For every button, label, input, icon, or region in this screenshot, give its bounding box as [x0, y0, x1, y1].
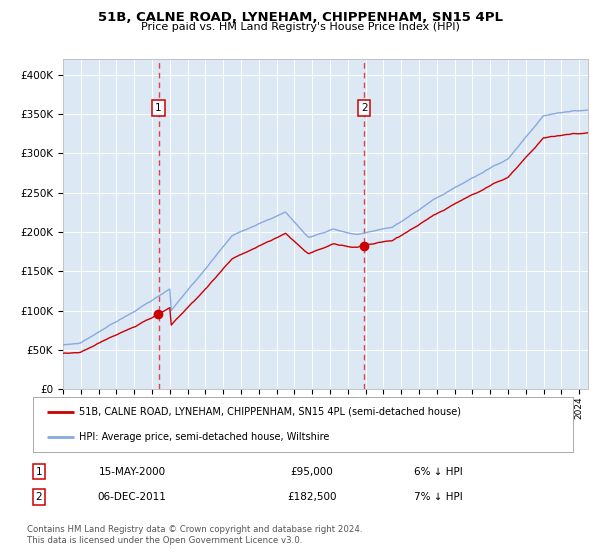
Text: £182,500: £182,500	[287, 492, 337, 502]
Text: Price paid vs. HM Land Registry's House Price Index (HPI): Price paid vs. HM Land Registry's House …	[140, 22, 460, 32]
Text: Contains HM Land Registry data © Crown copyright and database right 2024.
This d: Contains HM Land Registry data © Crown c…	[27, 525, 362, 545]
Text: 1: 1	[155, 104, 162, 113]
Text: 2: 2	[35, 492, 43, 502]
Text: £95,000: £95,000	[290, 466, 334, 477]
Text: 7% ↓ HPI: 7% ↓ HPI	[413, 492, 463, 502]
Text: 06-DEC-2011: 06-DEC-2011	[98, 492, 166, 502]
Text: 51B, CALNE ROAD, LYNEHAM, CHIPPENHAM, SN15 4PL: 51B, CALNE ROAD, LYNEHAM, CHIPPENHAM, SN…	[97, 11, 503, 24]
Text: 15-MAY-2000: 15-MAY-2000	[98, 466, 166, 477]
Text: 51B, CALNE ROAD, LYNEHAM, CHIPPENHAM, SN15 4PL (semi-detached house): 51B, CALNE ROAD, LYNEHAM, CHIPPENHAM, SN…	[79, 407, 461, 417]
Text: 6% ↓ HPI: 6% ↓ HPI	[413, 466, 463, 477]
Text: 2: 2	[361, 104, 367, 113]
Text: HPI: Average price, semi-detached house, Wiltshire: HPI: Average price, semi-detached house,…	[79, 432, 329, 442]
Text: 1: 1	[35, 466, 43, 477]
